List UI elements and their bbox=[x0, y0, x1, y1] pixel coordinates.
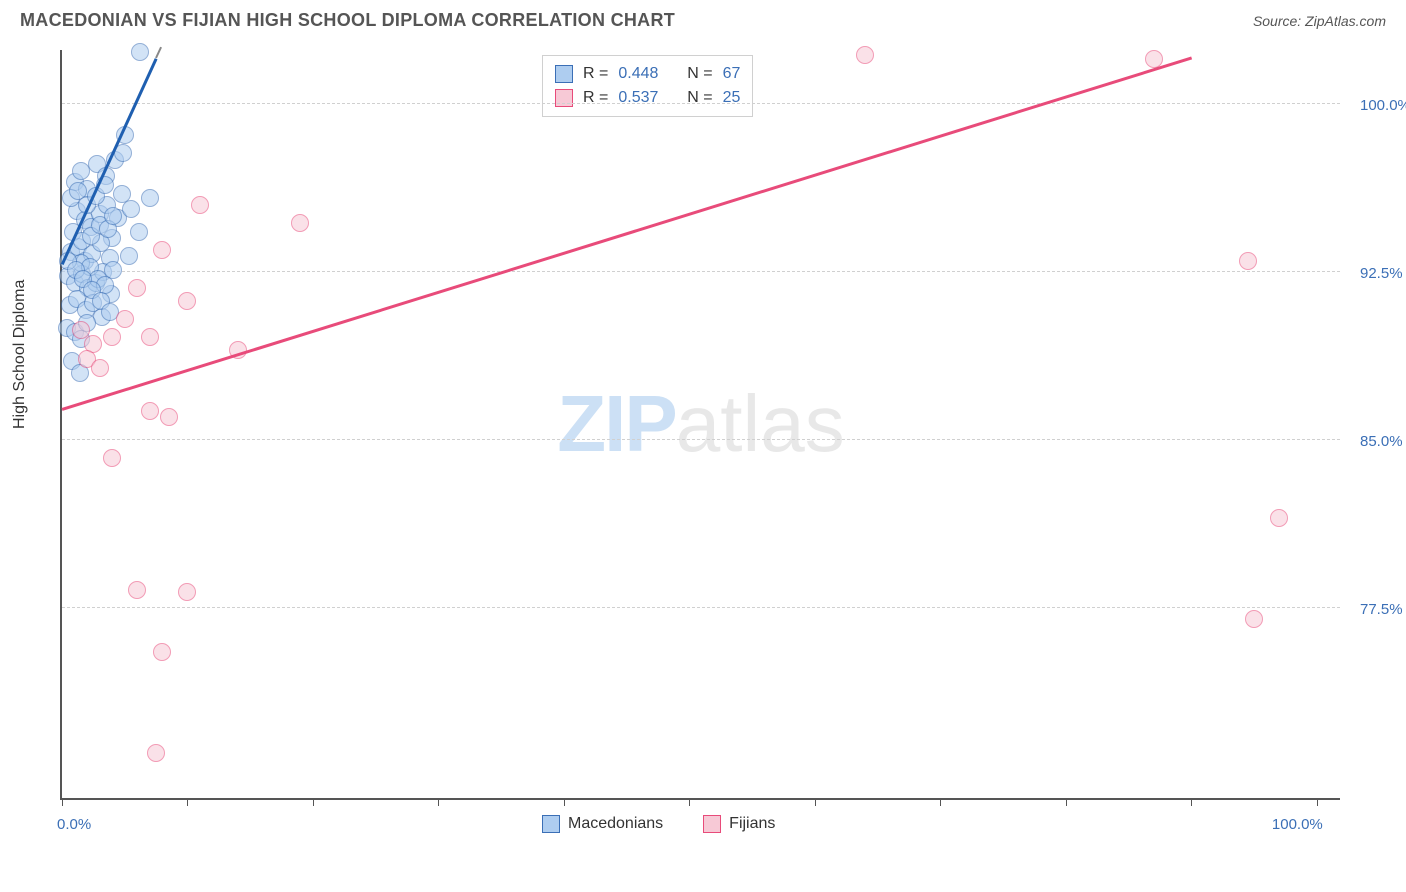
legend-n-value: 67 bbox=[723, 65, 741, 83]
x-tick bbox=[1066, 798, 1067, 806]
scatter-point bbox=[128, 581, 146, 599]
legend-swatch bbox=[555, 65, 573, 83]
scatter-point bbox=[130, 223, 148, 241]
correlation-legend: R = 0.448 N = 67 R = 0.537 N = 25 bbox=[542, 55, 753, 117]
legend-row: R = 0.537 N = 25 bbox=[555, 86, 740, 110]
legend-n-value: 25 bbox=[723, 89, 741, 107]
scatter-chart: ZIPatlas R = 0.448 N = 67 R = 0.537 N = … bbox=[60, 50, 1340, 800]
scatter-point bbox=[291, 214, 309, 232]
x-tick bbox=[187, 798, 188, 806]
scatter-point bbox=[1239, 252, 1257, 270]
legend-r-label: R = bbox=[583, 89, 608, 107]
x-tick bbox=[564, 798, 565, 806]
watermark-logo: ZIPatlas bbox=[557, 378, 844, 470]
legend-n-label: N = bbox=[687, 65, 712, 83]
legend-r-label: R = bbox=[583, 65, 608, 83]
y-tick-label: 85.0% bbox=[1360, 433, 1406, 450]
gridline bbox=[62, 439, 1340, 440]
y-tick-label: 92.5% bbox=[1360, 265, 1406, 282]
y-axis-label: High School Diploma bbox=[11, 280, 29, 429]
scatter-point bbox=[72, 162, 90, 180]
legend-r-value: 0.448 bbox=[618, 65, 658, 83]
x-tick bbox=[62, 798, 63, 806]
legend-n-label: N = bbox=[687, 89, 712, 107]
scatter-point bbox=[131, 43, 149, 61]
legend-swatch bbox=[555, 89, 573, 107]
scatter-point bbox=[120, 247, 138, 265]
series-legend: Macedonians Fijians bbox=[542, 815, 775, 833]
y-tick-label: 77.5% bbox=[1360, 601, 1406, 618]
x-tick bbox=[689, 798, 690, 806]
header: MACEDONIAN VS FIJIAN HIGH SCHOOL DIPLOMA… bbox=[0, 0, 1406, 36]
trend-line bbox=[155, 47, 162, 59]
x-tick bbox=[438, 798, 439, 806]
legend-label: Fijians bbox=[729, 815, 775, 833]
scatter-point bbox=[178, 292, 196, 310]
legend-r-value: 0.537 bbox=[618, 89, 658, 107]
watermark-zip: ZIP bbox=[557, 379, 675, 468]
scatter-point bbox=[153, 241, 171, 259]
scatter-point bbox=[116, 310, 134, 328]
scatter-point bbox=[1270, 509, 1288, 527]
x-tick bbox=[313, 798, 314, 806]
scatter-point bbox=[103, 328, 121, 346]
scatter-point bbox=[141, 189, 159, 207]
legend-item: Fijians bbox=[703, 815, 775, 833]
scatter-point bbox=[114, 144, 132, 162]
scatter-point bbox=[104, 207, 122, 225]
watermark-atlas: atlas bbox=[676, 379, 845, 468]
legend-swatch bbox=[703, 815, 721, 833]
gridline bbox=[62, 103, 1340, 104]
legend-item: Macedonians bbox=[542, 815, 663, 833]
scatter-point bbox=[103, 449, 121, 467]
scatter-point bbox=[91, 359, 109, 377]
chart-title: MACEDONIAN VS FIJIAN HIGH SCHOOL DIPLOMA… bbox=[20, 10, 675, 31]
scatter-point bbox=[160, 408, 178, 426]
scatter-point bbox=[856, 46, 874, 64]
scatter-point bbox=[1245, 610, 1263, 628]
x-tick bbox=[940, 798, 941, 806]
legend-swatch bbox=[542, 815, 560, 833]
x-tick bbox=[1191, 798, 1192, 806]
scatter-point bbox=[191, 196, 209, 214]
scatter-point bbox=[147, 744, 165, 762]
scatter-point bbox=[104, 261, 122, 279]
legend-row: R = 0.448 N = 67 bbox=[555, 62, 740, 86]
scatter-point bbox=[141, 328, 159, 346]
scatter-point bbox=[178, 583, 196, 601]
scatter-point bbox=[128, 279, 146, 297]
x-tick bbox=[1317, 798, 1318, 806]
x-tick-label: 100.0% bbox=[1272, 816, 1323, 833]
source-attribution: Source: ZipAtlas.com bbox=[1253, 13, 1386, 29]
legend-label: Macedonians bbox=[568, 815, 663, 833]
scatter-point bbox=[141, 402, 159, 420]
scatter-point bbox=[122, 200, 140, 218]
scatter-point bbox=[153, 643, 171, 661]
x-tick-label: 0.0% bbox=[57, 816, 91, 833]
y-tick-label: 100.0% bbox=[1360, 97, 1406, 114]
gridline bbox=[62, 271, 1340, 272]
gridline bbox=[62, 607, 1340, 608]
x-tick bbox=[815, 798, 816, 806]
